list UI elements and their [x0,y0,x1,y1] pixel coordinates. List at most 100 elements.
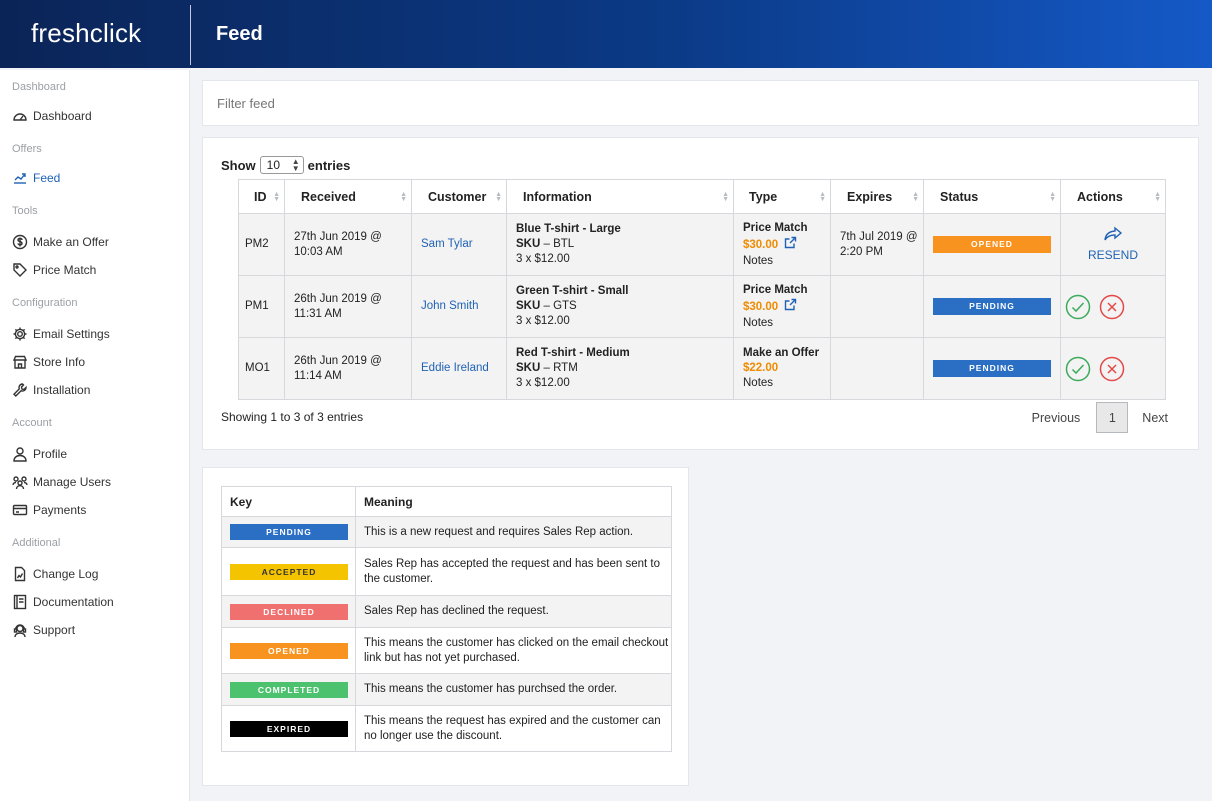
meaning-cell: This means the request has expired and t… [355,705,672,752]
notes-label[interactable]: Notes [743,254,774,267]
status-badge: OPENED [933,236,1051,253]
app-logo[interactable]: freshclick [31,18,142,48]
sidebar-item-price-match[interactable]: Price Match [10,260,96,280]
filter-feed-input[interactable] [203,81,1198,125]
column-header-received[interactable]: Received ▲ ▼ [284,179,412,214]
sidebar-item-change-log[interactable]: Change Log [10,564,98,584]
key-row: COMPLETED This means the customer has pu… [221,673,672,706]
pagination: Previous 1 Next [1032,402,1168,433]
feed-table-card: Show 10 ▲ ▼ entries ID ▲ ▼ Received ▲ ▼ Custo… [202,137,1199,450]
resend-button[interactable]: RESEND [1061,226,1165,263]
sidebar-item-documentation[interactable]: Documentation [10,592,114,612]
sidebar-item-dashboard[interactable]: Dashboard [10,106,92,126]
tag-icon [10,262,30,278]
column-header-type[interactable]: Type ▲ ▼ [733,179,831,214]
cell-status: OPENED [923,213,1061,276]
status-badge: COMPLETED [230,681,348,698]
table-row: PM2 27th Jun 2019 @ 10:03 AM Sam Tylar B… [238,213,1166,276]
external-link-icon[interactable] [784,236,797,254]
user-icon [10,446,30,462]
column-header-status[interactable]: Status ▲ ▼ [923,179,1061,214]
column-header-id[interactable]: ID ▲ ▼ [238,179,285,214]
reject-x-icon[interactable] [1099,294,1125,320]
product-title: Red T-shirt - Medium [516,347,630,359]
cell-actions: RESEND [1060,213,1166,276]
cell-expires: 7th Jul 2019 @ 2:20 PM [830,213,924,276]
customer-link[interactable]: Eddie Ireland [421,362,489,374]
status-badge: ACCEPTED [230,563,348,580]
sort-icon: ▲ ▼ [912,191,919,203]
approve-check-icon[interactable] [1065,294,1091,320]
next-page-button[interactable]: Next [1142,410,1168,425]
entries-label: entries [307,157,351,173]
offer-price: $22.00 [743,362,779,374]
book-icon [10,594,30,610]
table-header-row: ID ▲ ▼ Received ▲ ▼ Customer ▲ ▼ Information ▲ ▼… [238,179,1166,214]
column-header-meaning: Meaning [355,486,672,517]
page-title: Feed [216,23,263,45]
key-row: PENDING This is a new request and requir… [221,516,672,548]
cell-actions [1060,275,1166,338]
key-header-row: Key Meaning [221,486,672,517]
sidebar-item-label: Price Match [33,263,97,277]
table-row: MO1 26th Jun 2019 @ 11:14 AM Eddie Irela… [238,337,1166,400]
offer-type: Make an Offer [743,347,820,359]
sidebar-item-email-settings[interactable]: Email Settings [10,324,110,344]
column-header-information[interactable]: Information ▲ ▼ [506,179,734,214]
show-label: Show [221,157,256,173]
sidebar-item-payments[interactable]: Payments [10,500,86,520]
cell-id: MO1 [238,337,285,400]
sidebar-item-make-an-offer[interactable]: Make an Offer [10,232,109,252]
status-key-table: Key Meaning PENDING This is a new reques… [221,486,672,752]
sidebar-item-store-info[interactable]: Store Info [10,352,85,372]
sidebar-item-installation[interactable]: Installation [10,380,90,400]
cell-expires [830,275,924,338]
page-size-select[interactable]: 10 ▲ ▼ [259,156,304,174]
notes-label[interactable]: Notes [743,377,774,389]
customer-link[interactable]: Sam Tylar [421,238,473,250]
feed-table: ID ▲ ▼ Received ▲ ▼ Customer ▲ ▼ Information ▲ ▼… [238,179,1166,400]
previous-page-button[interactable]: Previous [1031,410,1081,425]
column-header-actions[interactable]: Actions ▲ ▼ [1060,179,1166,214]
sidebar-item-feed[interactable]: Feed [10,168,60,188]
key-cell: COMPLETED [221,673,356,706]
showing-entries-text: Showing 1 to 3 of 3 entries [221,410,364,424]
customer-link[interactable]: John Smith [421,300,479,312]
cell-id: PM2 [238,213,285,276]
status-badge: DECLINED [230,603,348,620]
sidebar-section-dashboard: Dashboard [12,81,66,93]
sidebar-item-manage-users[interactable]: Manage Users [10,472,111,492]
status-badge: PENDING [933,360,1051,377]
column-header-customer[interactable]: Customer ▲ ▼ [411,179,507,214]
sidebar-item-label: Store Info [33,355,86,369]
cell-status: PENDING [923,337,1061,400]
product-title: Blue T-shirt - Large [516,223,621,235]
page-1-button[interactable]: 1 [1096,402,1129,433]
table-row: PM1 26th Jun 2019 @ 11:31 AM John Smith … [238,275,1166,338]
sort-icon: ▲ ▼ [722,191,729,203]
cell-expires [830,337,924,400]
sidebar-item-label: Payments [33,503,87,517]
sidebar-item-label: Email Settings [33,327,110,341]
card-icon [10,502,30,518]
reject-x-icon[interactable] [1099,356,1125,382]
share-icon [1104,226,1123,241]
sidebar-item-profile[interactable]: Profile [10,444,67,464]
approve-check-icon[interactable] [1065,356,1091,382]
sort-icon: ▲ ▼ [273,191,280,203]
header-divider [190,5,191,65]
sidebar-section-additional: Additional [12,537,61,549]
sidebar-item-support[interactable]: Support [10,620,75,640]
key-cell: PENDING [221,516,356,548]
external-link-icon[interactable] [784,298,797,316]
cell-information: Blue T-shirt - Large SKU – BTL 3 x $12.0… [506,213,734,276]
top-header: freshclick Feed [0,0,1212,68]
sidebar-item-label: Profile [33,447,68,461]
notes-label[interactable]: Notes [743,316,774,329]
store-icon [10,354,30,370]
product-qty: 3 x $12.00 [516,377,570,389]
sidebar-item-label: Make an Offer [33,235,109,249]
sort-icon: ▲ ▼ [1049,191,1056,203]
column-header-expires[interactable]: Expires ▲ ▼ [830,179,924,214]
sidebar: Dashboard Dashboard Offers Feed Tools Ma… [0,70,190,801]
